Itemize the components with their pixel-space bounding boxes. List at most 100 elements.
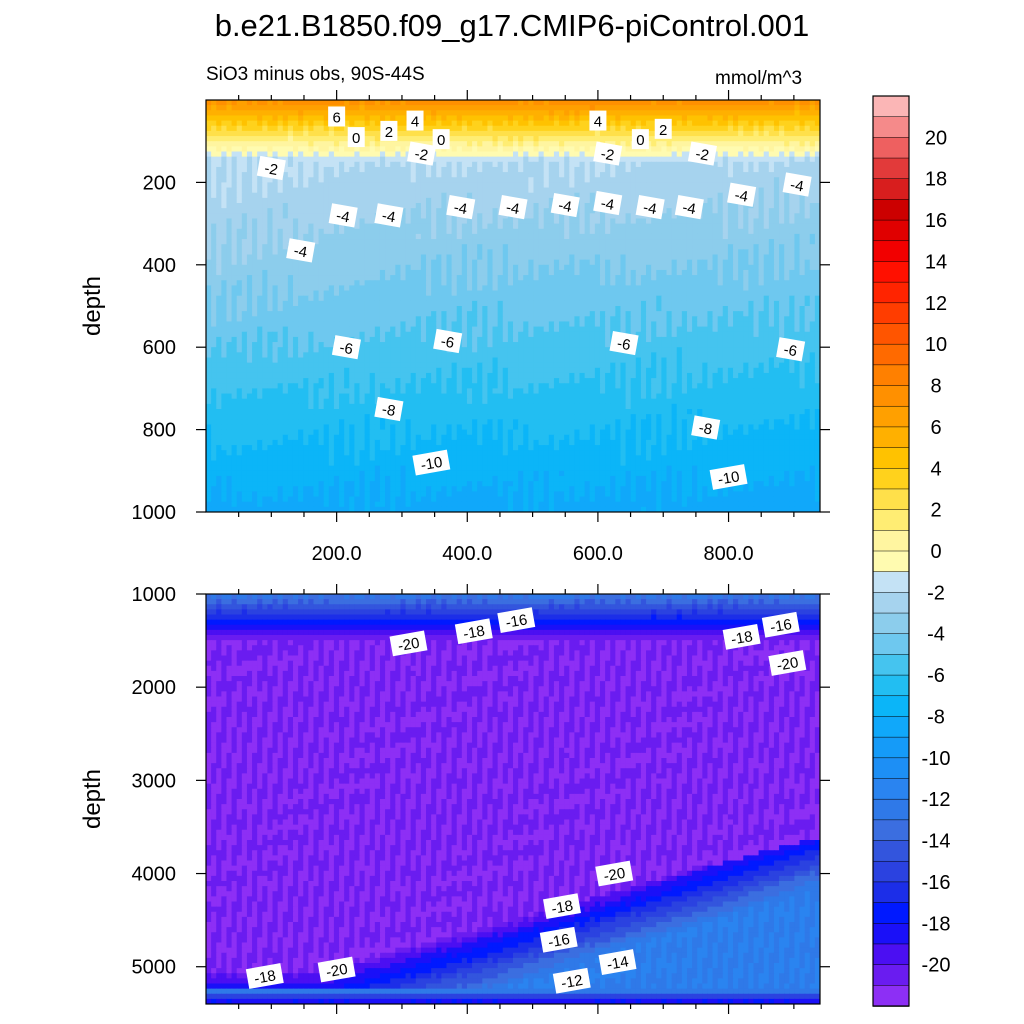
heatmap-cell — [681, 264, 688, 271]
heatmap-cell — [287, 100, 294, 106]
heatmap-cell — [477, 264, 483, 271]
heatmap-cell — [594, 295, 601, 302]
heatmap-cell — [231, 197, 238, 204]
heatmap-cell — [717, 166, 724, 173]
heatmap-cell — [625, 146, 632, 153]
heatmap-cell — [523, 233, 529, 240]
heatmap-cell — [292, 275, 299, 281]
heatmap-cell — [241, 264, 248, 271]
heatmap-cell — [400, 182, 407, 189]
heatmap-cell — [477, 244, 483, 250]
heatmap-cell — [553, 223, 560, 230]
heatmap-cell — [257, 249, 263, 256]
heatmap-cell — [743, 177, 749, 183]
heatmap-cell — [390, 110, 396, 117]
heatmap-cell — [635, 161, 642, 168]
heatmap-cell — [303, 151, 309, 158]
heatmap-cell — [584, 156, 591, 163]
heatmap-cell — [599, 228, 606, 235]
heatmap-cell — [318, 110, 325, 117]
heatmap-cell — [599, 100, 606, 106]
heatmap-cell — [748, 151, 755, 158]
heatmap-cell — [620, 300, 627, 307]
heatmap-cell — [466, 228, 473, 235]
heatmap-cell — [282, 177, 289, 183]
heatmap-cell — [574, 172, 581, 178]
heatmap-cell — [257, 311, 263, 317]
heatmap-cell — [692, 192, 698, 199]
heatmap-cell — [252, 130, 258, 137]
heatmap-cell — [226, 115, 233, 122]
heatmap-cell — [681, 228, 688, 235]
heatmap-cell — [814, 141, 820, 147]
heatmap-cell — [625, 182, 632, 189]
heatmap-cell — [559, 130, 565, 137]
heatmap-cell — [646, 280, 652, 286]
heatmap-cell — [763, 244, 770, 250]
heatmap-cell — [344, 197, 350, 204]
heatmap-cell — [799, 146, 806, 153]
heatmap-cell — [221, 151, 228, 158]
heatmap-cell — [779, 233, 785, 240]
heatmap-cell — [579, 146, 586, 153]
heatmap-cell — [559, 285, 565, 292]
heatmap-cell — [482, 233, 489, 240]
heatmap-cell — [743, 130, 749, 137]
heatmap-cell — [298, 208, 304, 214]
heatmap-cell — [599, 187, 606, 194]
heatmap-cell — [410, 249, 417, 256]
heatmap-cell — [211, 254, 217, 261]
heatmap-cell — [676, 269, 683, 276]
heatmap-cell — [379, 182, 386, 189]
heatmap-cell — [502, 285, 509, 292]
heatmap-cell — [262, 177, 268, 183]
heatmap-cell — [518, 254, 524, 261]
heatmap-cell — [651, 166, 657, 173]
heatmap-cell — [538, 254, 545, 261]
heatmap-cell — [451, 115, 458, 122]
heatmap-cell — [513, 120, 519, 127]
heatmap-cell — [267, 141, 274, 147]
heatmap-cell — [630, 192, 637, 199]
heatmap-cell — [523, 208, 529, 214]
heatmap-cell — [292, 208, 299, 214]
heatmap-cell — [661, 264, 668, 271]
heatmap-cell — [763, 233, 770, 240]
heatmap-cell — [252, 146, 258, 153]
heatmap-cell — [584, 110, 591, 117]
heatmap-cell — [246, 120, 253, 127]
heatmap-cell — [206, 208, 212, 214]
heatmap-cell — [277, 177, 284, 183]
heatmap-cell — [369, 187, 376, 194]
heatmap-cell — [426, 141, 432, 147]
heatmap-cell — [374, 311, 381, 317]
heatmap-cell — [369, 290, 376, 297]
heatmap-cell — [620, 239, 627, 245]
heatmap-cell — [620, 115, 627, 122]
heatmap-cell — [548, 136, 555, 142]
heatmap-cell — [466, 125, 473, 132]
heatmap-cell — [784, 228, 790, 235]
heatmap-cell — [548, 244, 555, 250]
heatmap-cell — [354, 177, 361, 183]
heatmap-cell — [308, 115, 315, 122]
heatmap-cell — [246, 290, 253, 297]
heatmap-cell — [349, 187, 355, 194]
heatmap-cell — [722, 146, 729, 153]
heatmap-cell — [753, 187, 760, 194]
heatmap-cell — [671, 115, 678, 122]
heatmap-cell — [257, 228, 263, 235]
heatmap-cell — [630, 110, 637, 117]
heatmap-cell — [584, 300, 591, 307]
heatmap-cell — [753, 269, 760, 276]
heatmap-cell — [543, 295, 550, 302]
heatmap-cell — [681, 156, 688, 163]
heatmap-cell — [436, 239, 442, 245]
heatmap-cell — [379, 166, 386, 173]
heatmap-cell — [492, 213, 499, 220]
heatmap-cell — [211, 295, 217, 302]
heatmap-cell — [502, 259, 509, 266]
heatmap-cell — [282, 100, 289, 106]
heatmap-cell — [773, 290, 780, 297]
heatmap-cell — [466, 130, 473, 137]
